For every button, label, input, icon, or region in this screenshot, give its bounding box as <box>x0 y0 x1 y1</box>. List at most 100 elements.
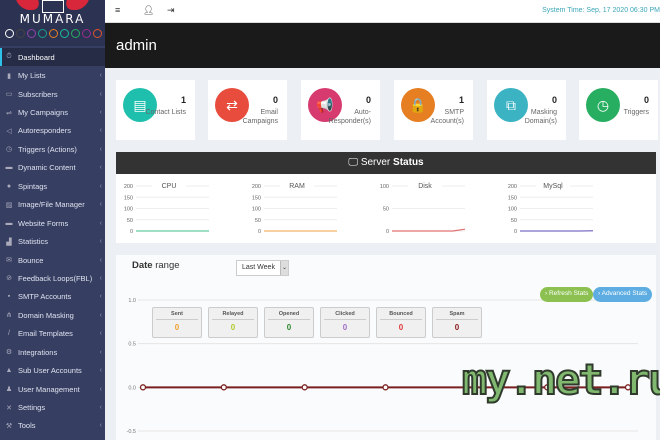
chevron-left-icon: ‹ <box>99 293 102 301</box>
stat-label: Bounced <box>380 308 422 320</box>
data-point[interactable] <box>544 384 551 391</box>
y-tick-label: 50 <box>511 218 517 224</box>
sidebar-item-bounce[interactable]: ✉ Bounce ‹ <box>0 251 105 269</box>
mini-chart-cpu: 200 150 100 50 0 CPU <box>124 181 209 235</box>
title-bg <box>408 181 442 190</box>
sidebar-item-my-lists[interactable]: ▮ My Lists ‹ <box>0 66 105 84</box>
sidebar-item-label: Triggers (Actions) <box>18 144 77 154</box>
sidebar-item-statistics[interactable]: ▟ Statistics ‹ <box>0 232 105 250</box>
user-icon[interactable]: 👤︎ <box>143 5 155 15</box>
sidebar-item-triggers-actions[interactable]: ◷ Triggers (Actions) ‹ <box>0 140 105 158</box>
stat-card[interactable]: ⇄ 0 Email Campaigns <box>208 80 287 140</box>
system-time: System Time: Sep, 17 2020 06:30 PM <box>542 7 660 14</box>
sidebar-item-label: Dashboard <box>18 52 55 62</box>
sidebar-item-dynamic-content[interactable]: ▬ Dynamic Content ‹ <box>0 159 105 177</box>
bar-chart-icon: ▟ <box>6 238 12 246</box>
chevron-left-icon: ‹ <box>99 219 102 227</box>
chevron-left-icon: ‹ <box>99 404 102 412</box>
sidebar-item-feedback-loops-fbl[interactable]: ⊘ Feedback Loops(FBL) ‹ <box>0 269 105 287</box>
y-tick-label: 0 <box>386 229 389 235</box>
stat-value: 0 <box>398 323 404 332</box>
chevron-left-icon: ‹ <box>99 238 102 246</box>
sidebar-item-sub-user-accounts[interactable]: ▲ Sub User Accounts ‹ <box>0 361 105 379</box>
theme-dot[interactable] <box>5 29 14 38</box>
data-point[interactable] <box>624 384 632 391</box>
sidebar-item-label: SMTP Accounts <box>18 292 72 302</box>
sidebar-item-smtp-accounts[interactable]: ▪ SMTP Accounts ‹ <box>0 288 105 306</box>
card-label: Masking Domain(s) <box>524 109 557 125</box>
sitemap-icon: ⧉ <box>494 88 528 122</box>
theme-color-picker <box>5 29 102 38</box>
server-status-title-bold: Status <box>393 157 424 168</box>
sidebar-item-subscribers[interactable]: ▭ Subscribers ‹ <box>0 85 105 103</box>
sign-out-icon[interactable]: ⇥ <box>167 5 175 15</box>
stat-card[interactable]: ⧉ 0 Masking Domain(s) <box>487 80 566 140</box>
advanced-stats-button[interactable]: › Advanced Stats <box>593 287 653 302</box>
sidebar-item-tools[interactable]: ⚒ Tools ‹ <box>0 417 105 435</box>
y-tick-label: 100 <box>124 207 133 213</box>
mini-chart-mysql: 200 150 100 50 0 MySql <box>508 181 594 235</box>
menu-icon[interactable]: ≡ <box>115 5 121 15</box>
data-point[interactable] <box>220 384 227 391</box>
refresh-stats-button[interactable]: › Refresh Stats <box>540 287 594 302</box>
data-point[interactable] <box>463 384 470 391</box>
mumara-logo[interactable]: MUMARA <box>0 0 105 46</box>
stat-value: 0 <box>230 323 236 332</box>
theme-dot[interactable] <box>16 29 25 38</box>
y-tick-label: 0 <box>258 229 261 235</box>
sidebar-nav: ⏱ Dashboard ▮ My Lists ‹ ▭ Subscribers ‹ ⇌ My Cam… <box>0 48 105 435</box>
clipboard-icon: ▤ <box>123 88 157 122</box>
stats-panel <box>116 255 656 440</box>
sidebar-item-image-file-manager[interactable]: ▨ Image/File Manager ‹ <box>0 196 105 214</box>
data-point[interactable] <box>139 384 147 391</box>
card-count: 0 <box>365 95 371 105</box>
chevron-left-icon: ‹ <box>99 274 102 282</box>
theme-dot[interactable] <box>38 29 47 38</box>
date-range-select[interactable]: Last Week ⌄ <box>236 260 289 276</box>
stat-label: Clicked <box>324 308 366 320</box>
server-status-header: 🖵︎ Server Status <box>116 152 656 174</box>
card-count: 0 <box>643 95 649 105</box>
data-point[interactable] <box>301 384 308 391</box>
data-point[interactable] <box>382 384 389 391</box>
sidebar-item-spintags[interactable]: ● Spintags ‹ <box>0 177 105 195</box>
sidebar-item-settings[interactable]: ✕ Settings ‹ <box>0 398 105 416</box>
chevron-left-icon: ‹ <box>99 367 102 375</box>
clock-icon: ◷ <box>5 146 13 154</box>
theme-dot[interactable] <box>49 29 58 38</box>
lock-icon: ▪ <box>7 293 11 301</box>
mini-chart-disk: 100 50 0 Disk <box>380 181 466 235</box>
pencil-icon: / <box>8 330 10 338</box>
stat-card[interactable]: ▤ 1 Contact Lists <box>116 80 195 140</box>
sidebar-item-dashboard[interactable]: ⏱ Dashboard <box>0 48 105 67</box>
theme-dot[interactable] <box>60 29 69 38</box>
theme-dot[interactable] <box>71 29 80 38</box>
sidebar-item-label: Statistics <box>18 237 49 247</box>
card-count: 0 <box>272 95 278 105</box>
stat-card[interactable]: ◷ 0 Triggers <box>579 80 658 140</box>
sidebar-item-label: Image/File Manager <box>18 200 85 210</box>
sidebar-item-user-management[interactable]: ♟ User Management ‹ <box>0 380 105 398</box>
sidebar-item-label: Settings <box>18 403 46 413</box>
stat-card[interactable]: 🔒 1 SMTP Account(s) <box>394 80 473 140</box>
sidebar-item-label: Autoresponders <box>18 126 71 136</box>
stat-card[interactable]: 📢 0 Auto-Responder(s) <box>301 80 380 140</box>
card-label: Contact Lists <box>145 109 186 116</box>
y-tick-label: 50 <box>255 218 261 224</box>
sidebar-item-my-campaigns[interactable]: ⇌ My Campaigns ‹ <box>0 103 105 121</box>
theme-dot[interactable] <box>82 29 91 38</box>
sidebar-item-label: Subscribers <box>18 89 58 99</box>
sidebar-item-email-templates[interactable]: / Email Templates ‹ <box>0 325 105 343</box>
theme-dot[interactable] <box>93 29 102 38</box>
sidebar-item-autoresponders[interactable]: ◁ Autoresponders ‹ <box>0 122 105 140</box>
id-card-icon: ▭ <box>5 91 13 99</box>
chevron-left-icon: ‹ <box>99 330 102 338</box>
chevron-left-icon: ‹ <box>99 109 102 117</box>
sidebar-item-website-forms[interactable]: ▬ Website Forms ‹ <box>0 214 105 232</box>
sidebar-item-label: User Management <box>18 384 80 394</box>
date-range-label-bold: Date <box>132 260 153 271</box>
sidebar-item-label: Sub User Accounts <box>18 366 82 376</box>
sidebar-item-integrations[interactable]: ⚙ Integrations ‹ <box>0 343 105 361</box>
theme-dot[interactable] <box>27 29 36 38</box>
sidebar-item-domain-masking[interactable]: ⋔ Domain Masking ‹ <box>0 306 105 324</box>
